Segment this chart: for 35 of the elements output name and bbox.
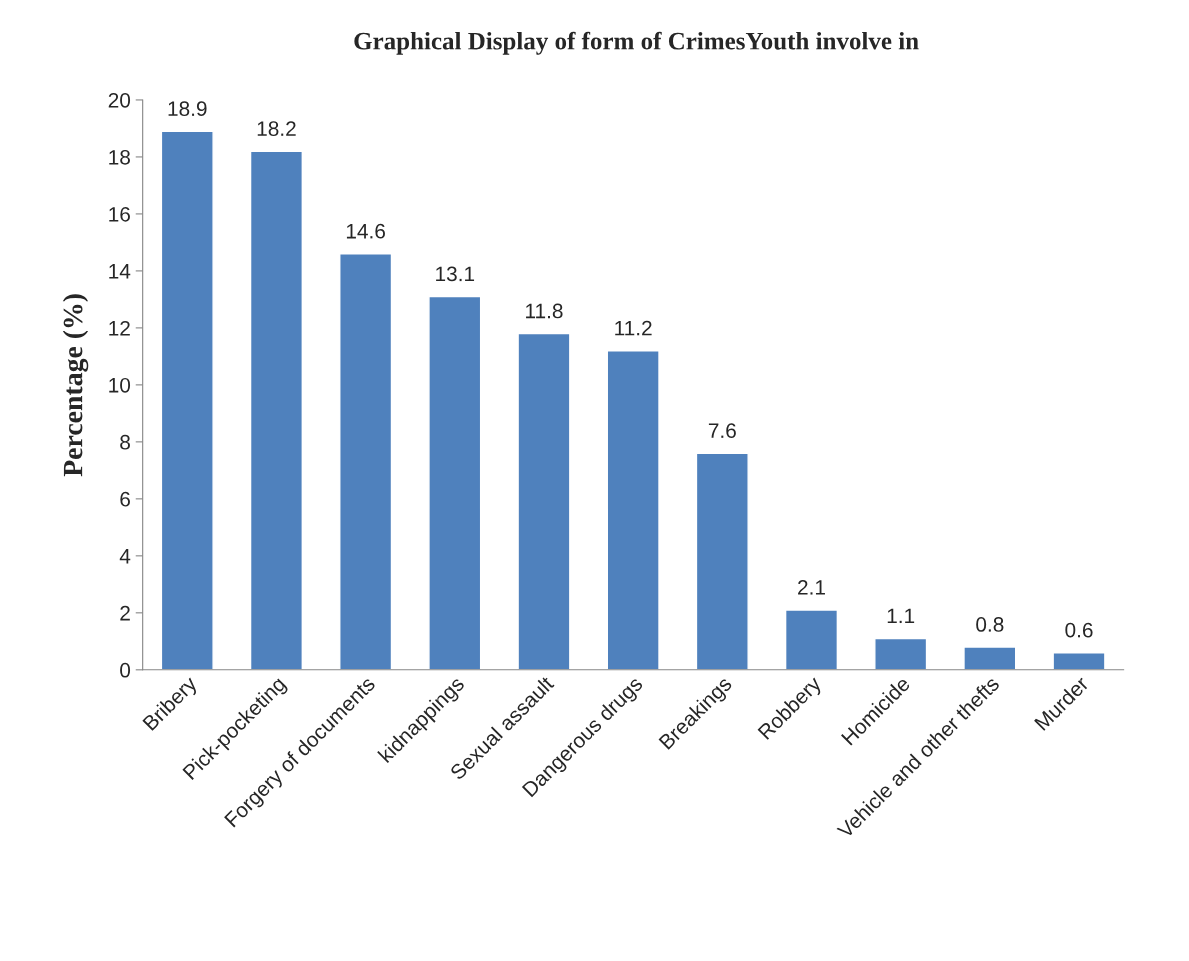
y-tick-label: 10 <box>109 377 131 393</box>
data-label: 11.2 <box>615 320 652 336</box>
bar <box>339 253 393 670</box>
data-label: 2.1 <box>798 580 825 595</box>
data-label: 0.6 <box>1065 622 1093 638</box>
y-tick-label: 4 <box>119 549 131 564</box>
bar <box>874 637 928 670</box>
bar <box>160 130 214 670</box>
bar <box>517 332 571 670</box>
data-label: 11.8 <box>526 303 563 319</box>
chart-title: Graphical Display of form of CrimesYouth involve in <box>354 31 919 55</box>
y-tick-label: 8 <box>120 434 130 450</box>
bar <box>784 609 839 670</box>
bar <box>1052 652 1106 670</box>
y-tick-label: 14 <box>109 264 131 279</box>
y-tick-label: 16 <box>109 206 130 222</box>
data-label: 0.8 <box>976 617 1004 632</box>
data-label: 7.6 <box>708 423 736 439</box>
bar <box>249 150 303 670</box>
y-tick-label: 12 <box>109 320 130 336</box>
y-axis-title: Percentage (%) <box>62 294 89 477</box>
y-tick-label: 20 <box>108 92 131 108</box>
bar <box>428 295 482 670</box>
y-tick-label: 18 <box>109 149 130 165</box>
bar <box>695 452 749 670</box>
y-tick-label: 2 <box>120 605 130 621</box>
bar <box>963 646 1017 670</box>
data-label: 13.1 <box>436 266 475 282</box>
data-label: 1.1 <box>887 608 915 624</box>
data-label: 14.6 <box>346 223 385 239</box>
y-tick-label: 0 <box>120 662 131 678</box>
y-tick-label: 6 <box>120 491 130 507</box>
data-label: 18.9 <box>168 101 207 117</box>
bar <box>606 349 660 670</box>
data-label: 18.2 <box>257 121 296 136</box>
